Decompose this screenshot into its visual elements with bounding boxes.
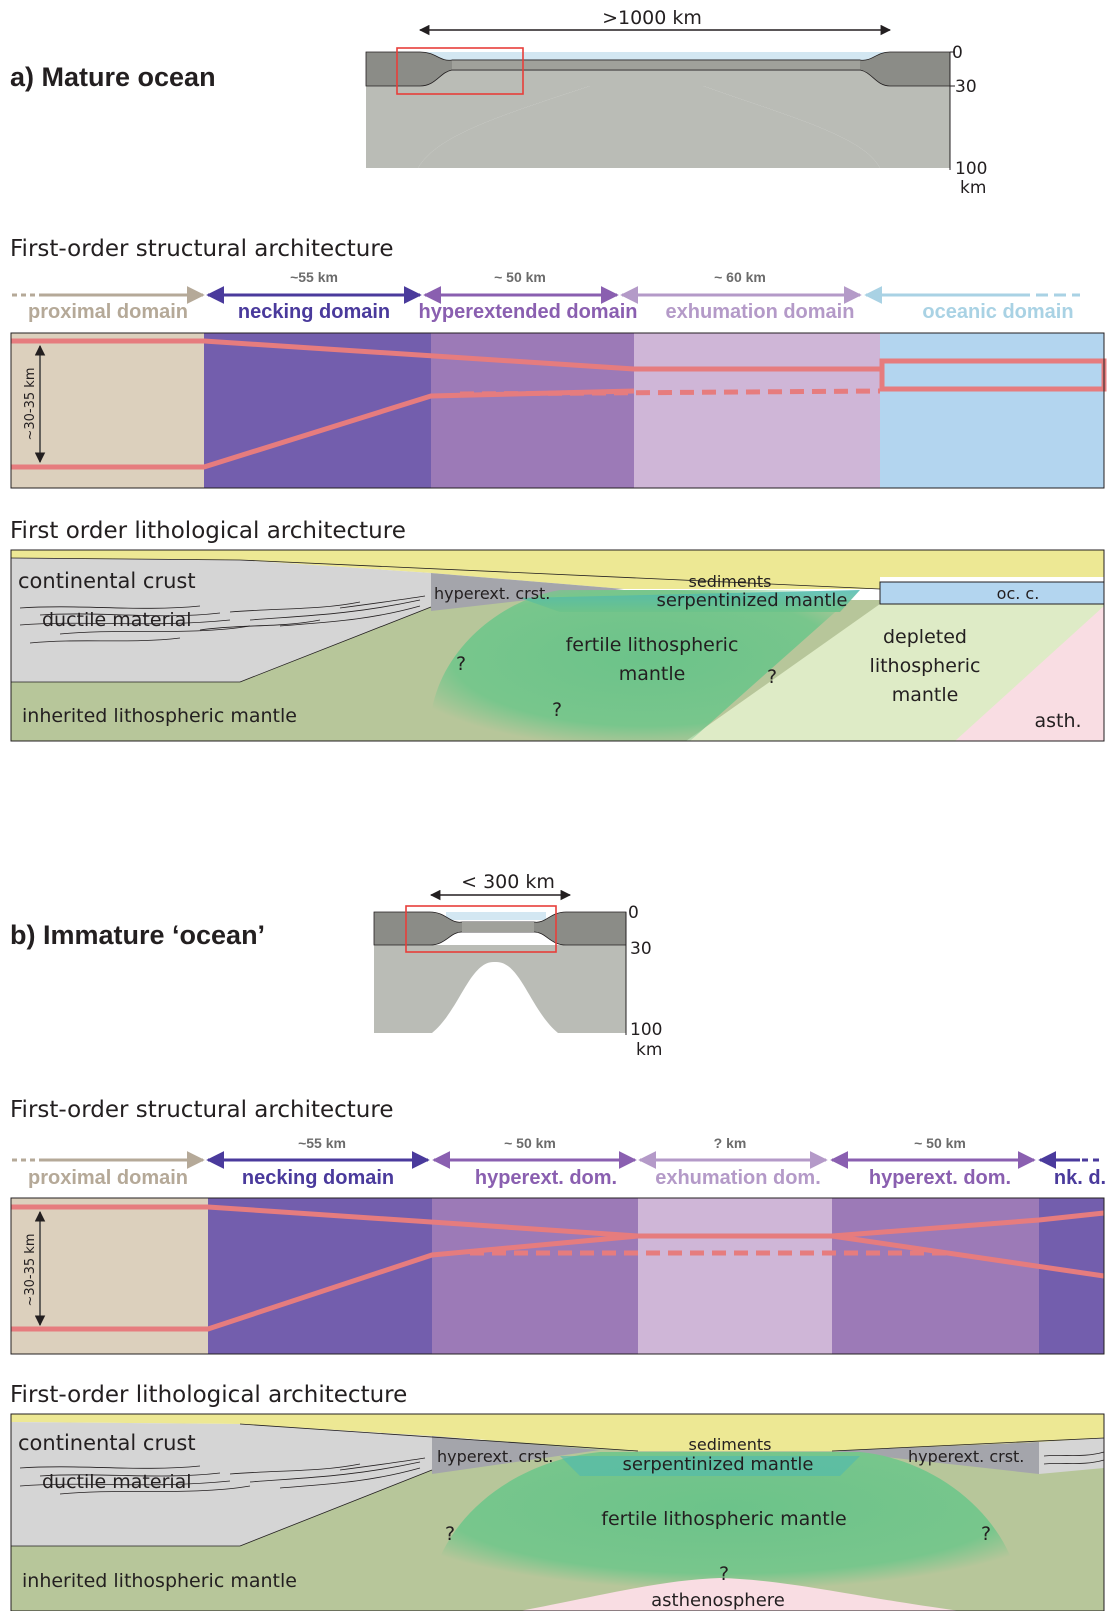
domain-label-nk-b: nk. d. [1054, 1167, 1106, 1189]
depth-unit-b: km [636, 1040, 662, 1060]
domain-label-exhum-a: exhumation domain [666, 301, 855, 323]
width-exhum-a: ~ 60 km [714, 269, 766, 285]
label-serpentinized-a: serpentinized mantle [656, 590, 847, 611]
lithological-title-b: First-order lithological architecture [10, 1382, 407, 1408]
width-label-a: >1000 km [602, 7, 702, 29]
domain-bar-a: ~55 km ~ 50 km ~ 60 km proximal domain n… [12, 269, 1080, 323]
lithological-section-b: continental crust ductile material hyper… [10, 1413, 1105, 1611]
domain-label-proximal-b: proximal domain [28, 1167, 188, 1189]
structural-section-b: ~30-35 km [10, 1197, 1105, 1355]
label-asth-a: asth. [1034, 710, 1081, 732]
zoom-box-a [396, 47, 524, 95]
overview-section-b: < 300 km 0 30 100 km [373, 871, 662, 1060]
width-label-b: < 300 km [461, 871, 555, 893]
label-continental-crust-b: continental crust [18, 1431, 196, 1455]
label-depleted-2-a: lithospheric [870, 655, 981, 677]
depth-30-b: 30 [630, 939, 652, 959]
label-depleted-3-a: mantle [892, 684, 959, 706]
domain-label-necking-a: necking domain [238, 301, 390, 323]
label-sediments-b: sediments [689, 1435, 772, 1454]
depth-unit-a: km [960, 178, 986, 198]
label-hyperext-crust-left-b: hyperext. crst. [437, 1447, 553, 1466]
thickness-label-b: ~30-35 km [23, 1234, 38, 1307]
label-fertile-b: fertile lithospheric mantle [601, 1508, 846, 1530]
depth-30-a: 30 [955, 77, 977, 97]
label-depleted-1-a: depleted [883, 626, 967, 648]
structural-section-a: ~30-35 km [10, 332, 1107, 489]
question-2-a: ? [767, 666, 777, 688]
width-exhum-b: ? km [714, 1135, 747, 1151]
width-necking-a: ~55 km [290, 269, 338, 285]
depth-0-b: 0 [628, 903, 639, 923]
overview-section-a: >1000 km 0 30 100 km [365, 7, 987, 198]
label-ductile-a: ductile material [42, 609, 192, 631]
width-necking-b: ~55 km [298, 1135, 346, 1151]
depth-0-a: 0 [952, 43, 963, 63]
depth-100-b: 100 [630, 1020, 662, 1040]
label-serpentinized-b: serpentinized mantle [622, 1454, 813, 1475]
question-1-a: ? [456, 653, 466, 675]
depth-100-a: 100 [955, 159, 987, 179]
heading-a: a) Mature ocean [10, 62, 216, 92]
question-2-b: ? [981, 1523, 991, 1545]
label-oceanic-crust-a: oc. c. [997, 584, 1040, 603]
width-hyperext-a: ~ 50 km [494, 269, 546, 285]
width-hyperext-b: ~ 50 km [504, 1135, 556, 1151]
domain-label-necking-b: necking domain [242, 1167, 394, 1189]
label-ductile-b: ductile material [42, 1471, 192, 1493]
heading-b: b) Immature ‘ocean’ [10, 920, 265, 950]
label-fertile-2-a: mantle [619, 663, 686, 685]
width-hyperext-right-b: ~ 50 km [914, 1135, 966, 1151]
question-1-b: ? [445, 1523, 455, 1545]
structural-title-b: First-order structural architecture [10, 1097, 393, 1123]
label-sediments-a: sediments [689, 572, 772, 591]
label-continental-crust-a: continental crust [18, 569, 196, 593]
domain-label-hyperext-a: hyperextended domain [419, 301, 638, 323]
label-hyperext-crust-right-b: hyperext. crst. [908, 1447, 1024, 1466]
domain-bar-b: ~55 km ~ 50 km ? km ~ 50 km proximal dom… [12, 1135, 1106, 1189]
label-fertile-1-a: fertile lithospheric [566, 634, 739, 656]
thickness-label-a: ~30-35 km [23, 368, 38, 441]
domain-label-hyperext-b: hyperext. dom. [475, 1167, 617, 1189]
lithological-title-a: First order lithological architecture [10, 518, 406, 544]
domain-label-oceanic-a: oceanic domain [922, 301, 1073, 323]
label-inherited-b: inherited lithospheric mantle [22, 1570, 297, 1592]
domain-label-exhum-b: exhumation dom. [655, 1167, 821, 1189]
domain-label-proximal-a: proximal domain [28, 301, 188, 323]
label-inherited-a: inherited lithospheric mantle [22, 705, 297, 727]
structural-title-a: First-order structural architecture [10, 236, 393, 262]
question-3-a: ? [552, 699, 562, 721]
label-hyperext-crust-a: hyperext. crst. [434, 584, 550, 603]
lithological-section-a: continental crust ductile material hyper… [10, 549, 1105, 742]
question-3-b: ? [719, 1563, 729, 1585]
zoom-box-b [405, 905, 557, 953]
label-asthenosphere-b: asthenosphere [651, 1590, 785, 1611]
domain-label-hyperext-right-b: hyperext. dom. [869, 1167, 1011, 1189]
